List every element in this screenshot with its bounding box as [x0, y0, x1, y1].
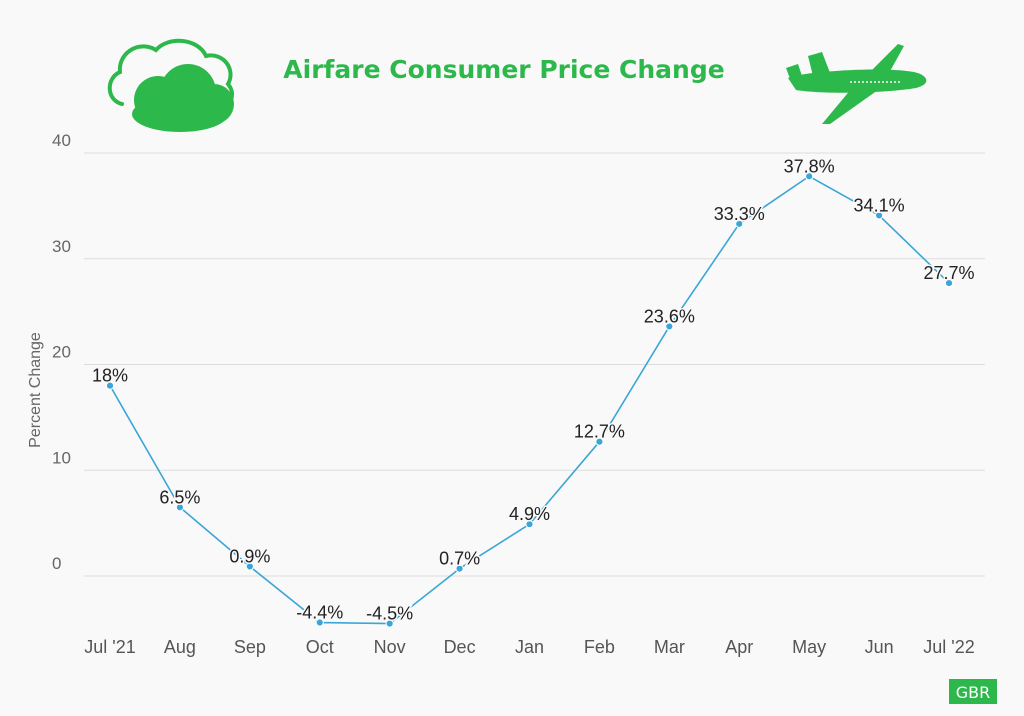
y-tick-label: 40: [52, 131, 71, 150]
data-label: 0.7%: [439, 549, 480, 569]
data-label: 33.3%: [714, 204, 765, 224]
x-tick-label: Jun: [865, 637, 894, 657]
x-tick-label: Nov: [374, 637, 406, 657]
chart-title: Airfare Consumer Price Change: [283, 55, 724, 84]
source-badge: GBR: [949, 679, 997, 704]
data-point: [105, 381, 115, 390]
x-tick-label: May: [792, 637, 826, 657]
x-tick-label: Oct: [306, 637, 334, 657]
data-labels: 18% 6.5% 0.9% -4.4% -4.5% 0.7% 4.9% 12.7% 23.6% 3…: [90, 155, 976, 625]
x-tick-label: Dec: [444, 637, 476, 657]
data-point: [455, 564, 464, 573]
x-tick-label: Mar: [654, 637, 685, 657]
x-tick-label: Aug: [164, 637, 196, 657]
data-point: [665, 322, 674, 331]
data-point: [874, 211, 884, 220]
grid: [84, 152, 985, 577]
data-label: 23.6%: [644, 306, 695, 326]
x-tick-label: Jul '21: [84, 637, 135, 657]
data-label: 12.7%: [574, 422, 625, 442]
y-axis-label: Percent Change: [27, 332, 44, 448]
x-tick-label: Sep: [234, 637, 266, 657]
y-tick-label: 10: [52, 448, 71, 467]
data-point: [595, 437, 604, 446]
data-label: 6.5%: [159, 487, 200, 507]
data-label: 4.9%: [509, 504, 550, 524]
data-point: [525, 520, 534, 529]
x-tick-label: Feb: [584, 637, 615, 657]
series-line: [105, 172, 954, 628]
data-label: 27.7%: [923, 263, 974, 283]
x-tick-label: Jan: [515, 637, 544, 657]
data-label: -4.5%: [366, 604, 413, 624]
data-point: [735, 219, 744, 228]
y-tick-label: 0: [52, 554, 61, 573]
source-badge-text: GBR: [956, 683, 991, 702]
y-axis-ticks: 0 10 20 30 40: [52, 131, 71, 573]
data-label: 18%: [92, 366, 128, 386]
data-label: 34.1%: [854, 195, 905, 215]
data-point: [245, 562, 254, 571]
y-tick-label: 20: [52, 343, 71, 362]
data-point: [805, 172, 814, 181]
data-point: [315, 618, 324, 627]
data-point: [175, 503, 185, 512]
data-label: 37.8%: [784, 156, 835, 176]
data-point: [944, 278, 954, 288]
x-tick-label: Apr: [725, 637, 753, 657]
data-label: -4.4%: [296, 603, 343, 623]
x-tick-label: Jul '22: [923, 637, 974, 657]
data-label: 0.9%: [229, 546, 270, 566]
data-point: [385, 619, 394, 628]
airplane-icon: [786, 44, 927, 124]
y-tick-label: 30: [52, 237, 71, 256]
cloud-icon: [107, 38, 234, 132]
x-axis-ticks: Jul '21 Aug Sep Oct Nov Dec Jan Feb Mar Apr May Jun…: [84, 637, 974, 657]
